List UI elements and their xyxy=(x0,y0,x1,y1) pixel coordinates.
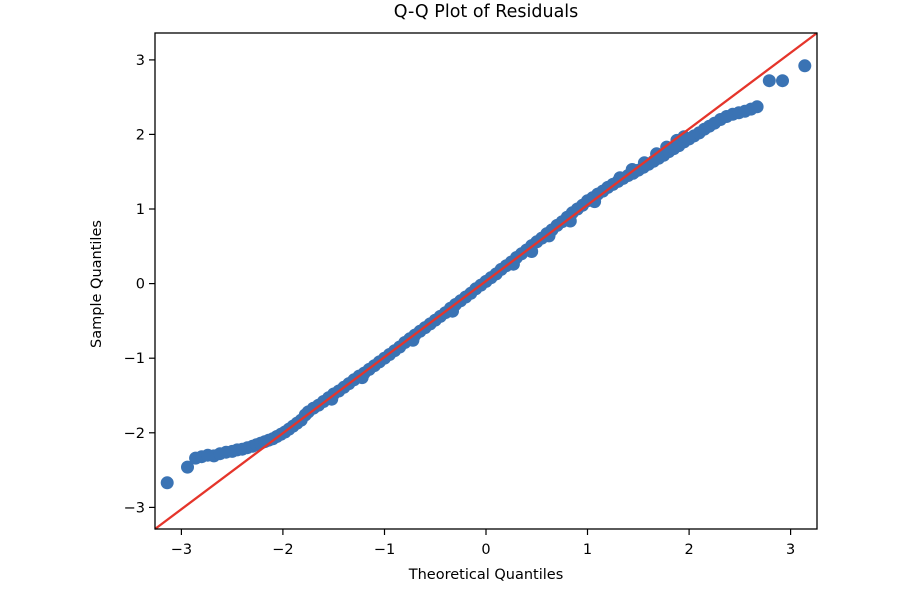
reference-line xyxy=(154,32,818,530)
y-tick-label: −1 xyxy=(124,351,145,367)
x-tick-label: 3 xyxy=(786,542,795,558)
y-axis-label: Sample Quantiles xyxy=(89,220,105,348)
y-tick-label: −2 xyxy=(124,426,145,442)
x-tick-label: −2 xyxy=(272,542,293,558)
y-tick-label: 3 xyxy=(136,53,145,69)
y-tick-label: 2 xyxy=(136,127,145,143)
scatter-points xyxy=(160,59,812,490)
x-tick-label: 1 xyxy=(583,542,592,558)
x-ticks: −3 −2 −1 0 1 2 3 xyxy=(171,529,795,558)
y-tick-label: 1 xyxy=(136,202,145,218)
x-tick-label: −3 xyxy=(171,542,192,558)
chart-title: Q-Q Plot of Residuals xyxy=(393,2,579,22)
y-tick-label: 0 xyxy=(136,277,145,293)
x-tick-label: −1 xyxy=(374,542,395,558)
y-ticks: −3 −2 −1 0 1 2 3 xyxy=(124,53,155,516)
y-tick-label: −3 xyxy=(124,500,145,516)
x-axis-label: Theoretical Quantiles xyxy=(408,567,564,583)
x-tick-label: 0 xyxy=(481,542,490,558)
x-tick-label: 2 xyxy=(684,542,693,558)
